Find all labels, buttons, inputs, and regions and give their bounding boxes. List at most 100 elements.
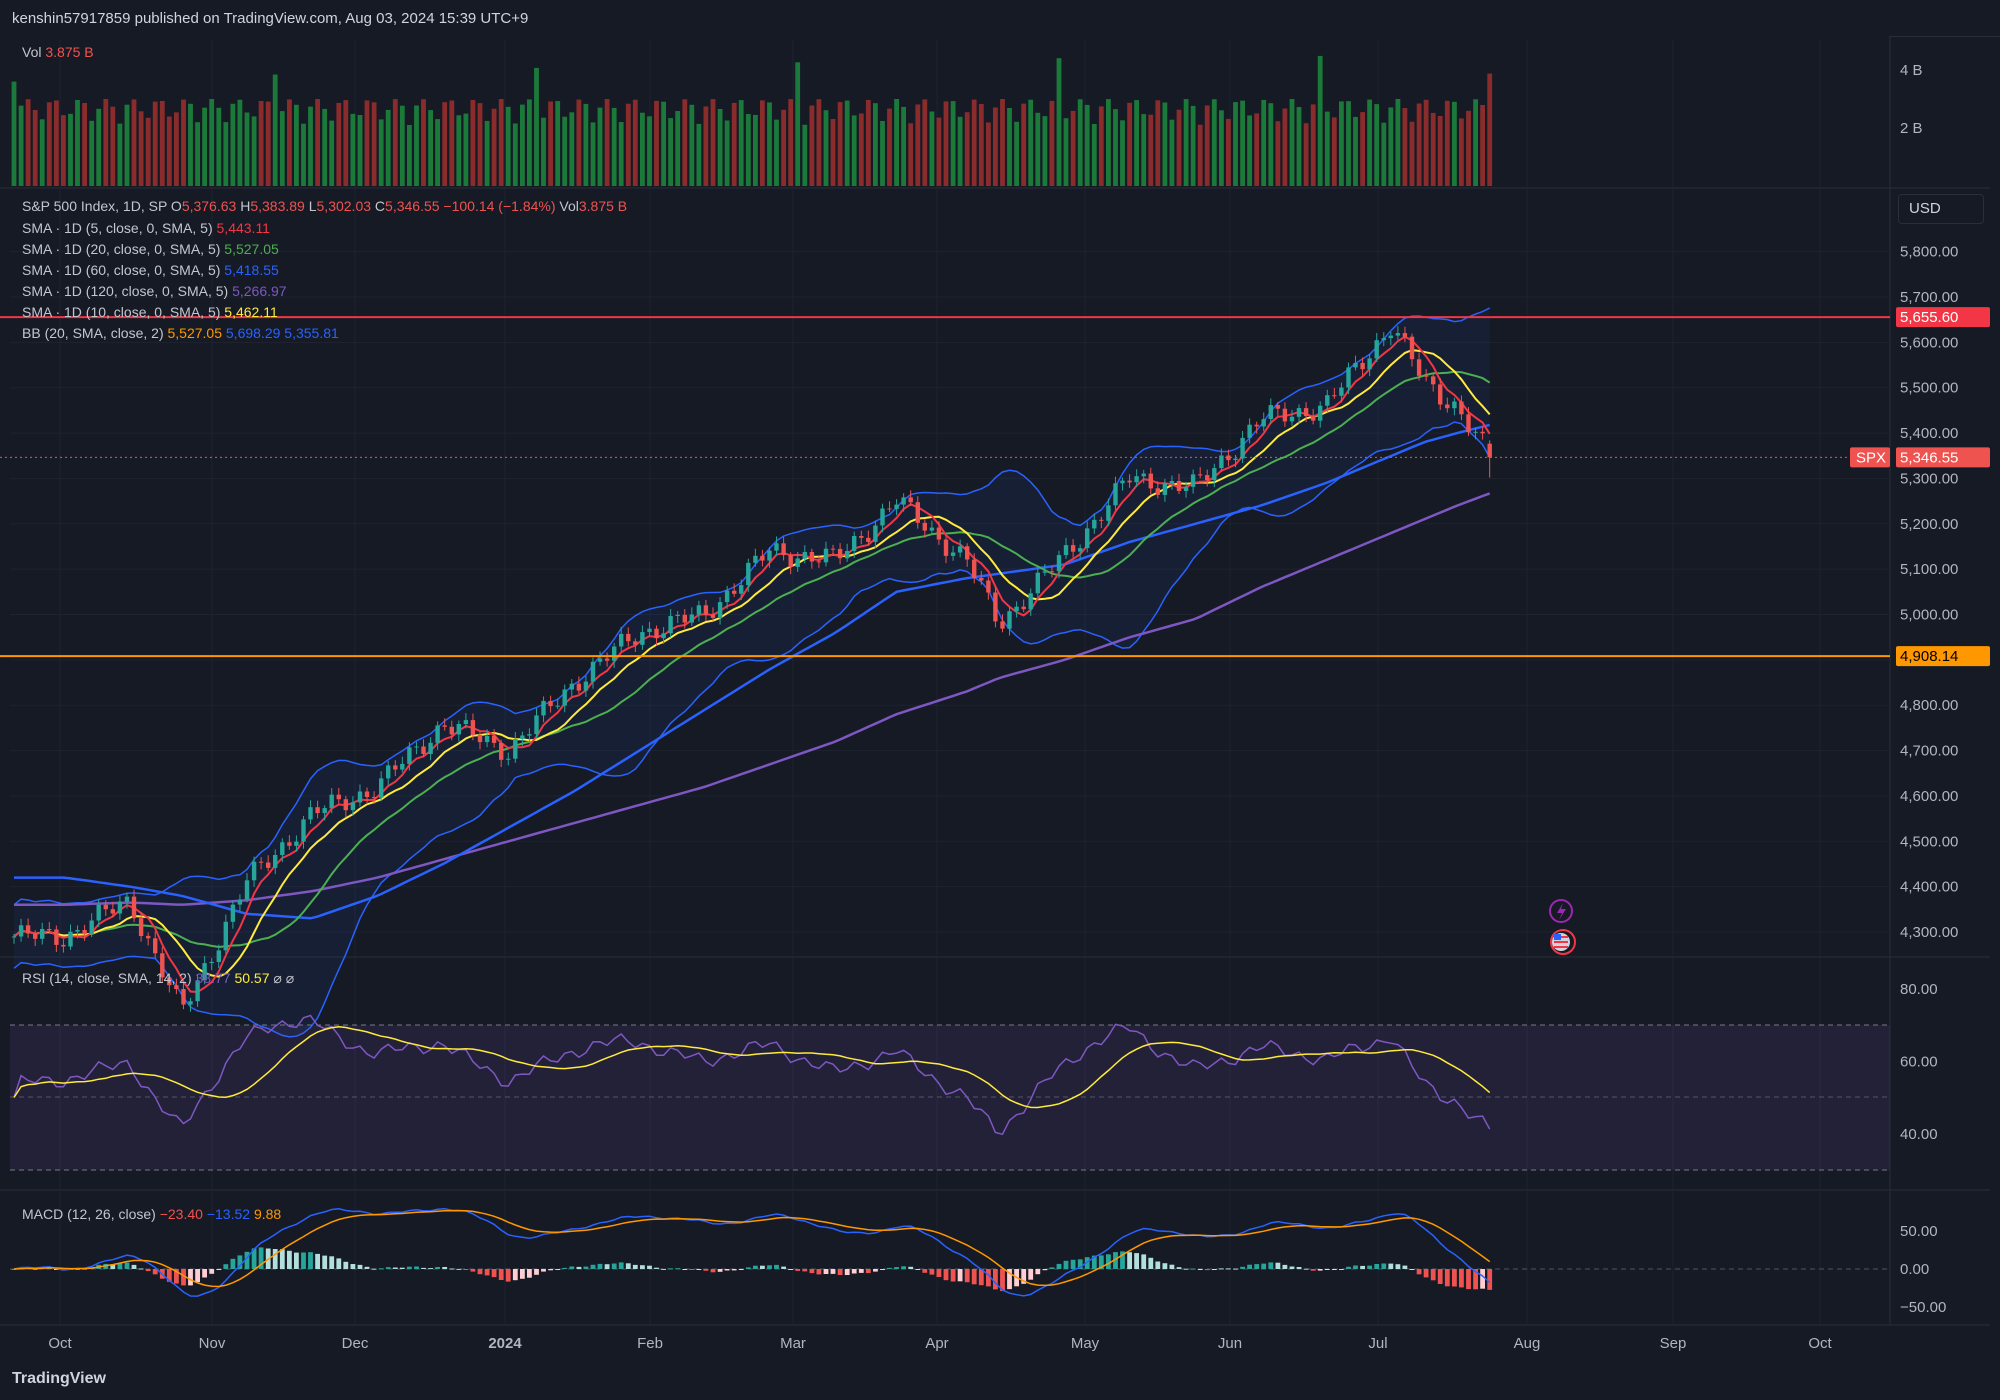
volume-bar: [689, 104, 695, 186]
macd-hist-bar: [1141, 1254, 1147, 1269]
volume-bar: [25, 99, 31, 186]
macd-hist-bar: [936, 1269, 942, 1277]
macd-hist-bar: [407, 1266, 412, 1269]
bb-legend: BB (20, SMA, close, 2) 5,527.05 5,698.29…: [22, 325, 339, 341]
candle-body: [604, 658, 610, 661]
macd-hist-bar: [837, 1269, 843, 1275]
macd-hist-bar: [1444, 1269, 1450, 1287]
price-tick-label: 4,600.00: [1900, 788, 1958, 805]
volume-bars: [11, 55, 1493, 187]
candle-body: [266, 862, 271, 868]
macd-hist-bar: [1261, 1263, 1267, 1269]
volume-bar: [470, 100, 476, 186]
candle-body: [449, 726, 454, 735]
time-axis[interactable]: Oct Nov Dec 2024 Feb Mar Apr May Jun Jul Aug Sep Oct: [48, 1335, 1832, 1352]
volume-bar: [181, 99, 186, 186]
candle-body: [1416, 359, 1422, 376]
candle-body: [216, 950, 221, 962]
volume-bar: [1289, 99, 1295, 186]
sma10-legend: SMA · 1D (10, close, 0, SMA, 5) 5,462.11: [22, 304, 278, 320]
macd-hist-bar: [668, 1268, 673, 1270]
volume-bar: [216, 107, 222, 186]
candle-body: [167, 977, 172, 986]
volume-bar: [682, 99, 688, 186]
candle-body: [1282, 408, 1288, 422]
rsi-legend: RSI (14, close, SMA, 14, 2) 38.77 50.57 …: [22, 970, 294, 986]
macd-hist-bar: [1268, 1262, 1274, 1269]
macd-hist-bar: [1091, 1255, 1097, 1269]
macd-hist-bar: [1063, 1260, 1069, 1269]
volume-bar: [717, 109, 723, 186]
volume-bar: [1134, 100, 1139, 186]
macd-hist-bar: [753, 1265, 758, 1269]
macd-hist-bar: [258, 1247, 264, 1269]
volume-bar: [82, 103, 87, 186]
price-tick-label: 4,800.00: [1900, 697, 1958, 714]
macd-hist-bar: [1395, 1264, 1401, 1269]
volume-bar: [329, 120, 335, 186]
volume-bar: [611, 107, 617, 186]
macd-lines: [13, 1208, 1491, 1297]
volume-bar: [654, 100, 659, 186]
candle-body: [612, 646, 617, 661]
macd-hist-bar: [244, 1251, 250, 1269]
volume-bar: [534, 67, 539, 186]
volume-bar: [788, 99, 794, 186]
candle-body: [1360, 362, 1365, 370]
macd-hist-bar: [534, 1269, 539, 1275]
lightning-icon[interactable]: [1549, 899, 1573, 923]
macd-hist-bar: [887, 1267, 892, 1269]
price-tick-label: 5,700.00: [1900, 289, 1958, 306]
macd-hist-bar: [922, 1269, 928, 1273]
volume-bar: [640, 112, 645, 186]
candle-body: [1070, 545, 1076, 552]
macd-hist-bar: [689, 1269, 695, 1270]
symbol-legend: S&P 500 Index, 1D, SP O5,376.63 H5,383.8…: [22, 198, 627, 214]
chart-area[interactable]: Vol 3.875 B S&P 500 Index, 1D, SP O5,376…: [0, 0, 2000, 1360]
macd-hist-bar: [371, 1268, 377, 1270]
macd-hist-bar: [378, 1268, 384, 1270]
volume-bar: [1282, 108, 1288, 186]
volume-bar: [1190, 105, 1196, 186]
volume-bar: [68, 113, 73, 186]
candle-body: [887, 508, 892, 510]
volume-bar: [11, 81, 17, 186]
candle-body: [1466, 414, 1471, 433]
candle-body: [788, 555, 793, 567]
volume-bar: [251, 116, 257, 186]
tradingview-logo[interactable]: TradingView: [12, 1370, 106, 1387]
volume-bar: [1120, 120, 1125, 186]
price-tick-label: 4,300.00: [1900, 924, 1958, 941]
us-flag-icon[interactable]: [1550, 929, 1576, 955]
macd-hist-bar: [894, 1267, 899, 1269]
volume-bar: [901, 106, 906, 186]
macd-hist-bar: [873, 1269, 878, 1272]
candle-body: [1063, 545, 1069, 556]
candle-body: [1289, 416, 1295, 422]
candle-body: [823, 548, 829, 563]
candle-body: [343, 799, 348, 811]
volume-bar: [174, 112, 179, 186]
volume-bar: [1063, 118, 1069, 186]
macd-hist-bar: [1487, 1269, 1493, 1290]
macd-hist-bar: [724, 1269, 730, 1271]
candle-body: [1092, 519, 1097, 529]
macd-hist-bar: [823, 1269, 829, 1274]
macd-hist-bar: [1042, 1269, 1048, 1271]
candle-body: [845, 551, 850, 559]
price-axis[interactable]: 5,800.00 5,700.00 5,600.00 5,500.00 5,400.00…: [1900, 244, 1958, 941]
candle-body: [322, 808, 327, 814]
volume-bar: [131, 99, 137, 186]
candle-body: [936, 527, 942, 540]
candle-body: [96, 904, 101, 921]
candle-body: [597, 658, 603, 662]
macd-hist-bar: [1162, 1263, 1168, 1269]
currency-button[interactable]: USD: [1898, 194, 1984, 224]
candle-body: [1007, 611, 1012, 629]
volume-bar: [1035, 112, 1041, 186]
volume-bar: [1141, 114, 1147, 186]
candle-body: [82, 930, 87, 935]
volume-bar: [1247, 115, 1252, 186]
macd-hist-bar: [576, 1266, 582, 1269]
candle-body: [894, 504, 899, 509]
